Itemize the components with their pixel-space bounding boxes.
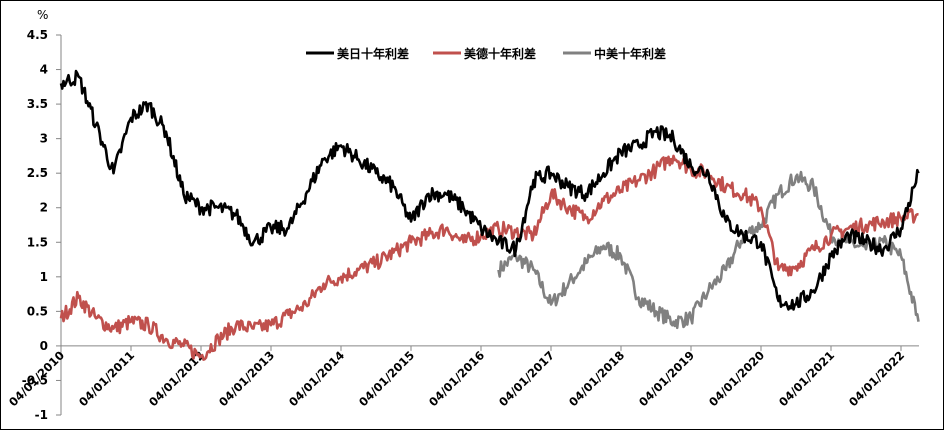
x-tick-label: 04/01/2013 — [216, 348, 277, 409]
y-tick-label: 3 — [40, 132, 48, 146]
x-tick-label: 04/01/2019 — [636, 348, 697, 409]
y-tick-label: 1.5 — [27, 235, 48, 249]
legend-label: 美德十年利差 — [464, 46, 536, 61]
legend-label: 中美十年利差 — [594, 46, 666, 61]
x-tick-label: 04/01/2018 — [566, 348, 627, 409]
y-axis-unit-label: % — [37, 8, 48, 22]
series-lines — [59, 69, 920, 361]
x-tick-label: 04/01/2022 — [846, 348, 907, 409]
x-tick-label: 04/01/2012 — [146, 348, 207, 409]
y-tick-label: 0.5 — [27, 304, 48, 318]
legend-label: 美日十年利差 — [337, 46, 409, 61]
x-tick-label: 04/01/2021 — [776, 348, 837, 409]
y-tick-label: 3.5 — [27, 97, 48, 111]
x-tick-label: 04/01/2020 — [706, 348, 767, 409]
x-tick-label: 04/01/2015 — [356, 348, 417, 409]
x-tick-label: 04/01/2014 — [286, 348, 347, 409]
y-tick-label: 4.5 — [27, 28, 48, 42]
series-line-0 — [59, 69, 920, 311]
y-tick-label: 4 — [40, 63, 48, 77]
y-tick-label: 1 — [40, 270, 48, 284]
y-tick-label: 2 — [40, 201, 48, 215]
x-tick-label: 04/01/2011 — [76, 348, 137, 409]
y-tick-label: -1 — [35, 408, 48, 422]
y-tick-label: 0 — [40, 339, 48, 353]
legend: 美日十年利差 美德十年利差 中美十年利差 — [306, 46, 666, 61]
series-line-2 — [497, 170, 920, 330]
x-tick-label: 04/01/2017 — [496, 348, 557, 409]
x-tick-label: 04/01/2016 — [426, 348, 487, 409]
x-tick-label: 04/01/2010 — [6, 348, 67, 409]
y-axis: -1 -0.5 0 0.5 1 1.5 2 2.5 3 3.5 4 4.5 — [22, 28, 62, 422]
y-tick-label: 2.5 — [27, 166, 48, 180]
y-tick-label: -0.5 — [22, 373, 48, 387]
x-axis: 04/01/2010 04/01/2011 04/01/2012 04/01/2013… — [6, 345, 919, 409]
